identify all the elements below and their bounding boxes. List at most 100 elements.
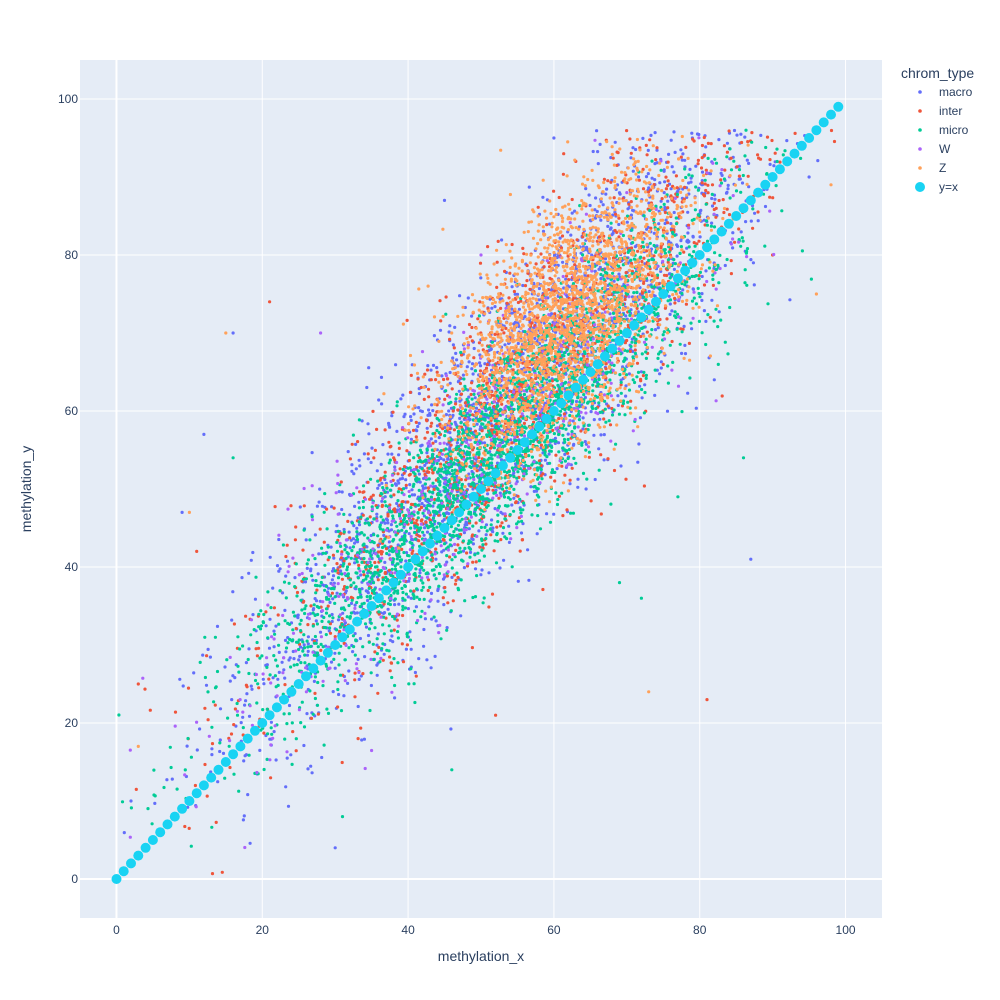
data-point (480, 429, 484, 433)
data-point (309, 764, 313, 768)
data-point (353, 678, 357, 682)
data-point (236, 635, 240, 639)
data-point (569, 511, 573, 515)
data-point (541, 472, 545, 476)
data-point (595, 129, 599, 133)
data-point (289, 665, 293, 669)
data-point (419, 385, 423, 390)
data-point (641, 136, 645, 140)
data-point (739, 244, 743, 248)
data-point (445, 574, 449, 578)
data-point (474, 521, 478, 525)
data-point (282, 580, 287, 584)
data-point (499, 538, 503, 542)
data-point (674, 216, 678, 220)
data-point (550, 468, 555, 472)
data-point (335, 524, 339, 528)
data-point (666, 221, 670, 225)
data-point (570, 466, 574, 470)
data-point (247, 714, 252, 718)
data-point (668, 312, 672, 316)
data-point (451, 599, 455, 603)
data-point (525, 279, 529, 283)
data-point (532, 489, 536, 493)
data-point (384, 517, 389, 521)
data-point (673, 301, 677, 305)
data-point (638, 416, 643, 420)
data-point (297, 658, 301, 662)
data-point (312, 603, 316, 607)
data-point (617, 272, 621, 276)
data-point (433, 519, 437, 524)
data-point (328, 614, 332, 618)
data-point (479, 276, 483, 280)
data-point (696, 162, 700, 166)
data-point (732, 128, 737, 133)
data-point (726, 187, 730, 191)
data-point (484, 366, 489, 370)
data-point (684, 302, 689, 306)
data-point (618, 192, 622, 196)
data-point (484, 409, 488, 413)
data-point (664, 175, 668, 179)
data-point (203, 706, 207, 710)
data-point (396, 636, 400, 640)
data-point (624, 477, 628, 481)
data-point (268, 617, 272, 621)
data-point (507, 490, 511, 495)
data-point (631, 378, 635, 382)
data-point (348, 457, 352, 461)
data-point (653, 178, 657, 182)
data-point (788, 298, 792, 302)
data-point (770, 138, 774, 143)
data-point (452, 346, 456, 350)
data-point (683, 185, 687, 189)
data-point (630, 340, 634, 344)
data-point (696, 158, 701, 162)
data-point (510, 285, 514, 289)
data-point (418, 534, 422, 538)
data-point (409, 502, 414, 506)
data-point (230, 698, 234, 702)
data-point (594, 196, 598, 200)
data-point (360, 419, 364, 423)
data-point (282, 668, 286, 672)
data-point (448, 431, 452, 435)
data-point (709, 142, 713, 146)
data-point (358, 464, 362, 468)
data-point (409, 418, 413, 422)
data-point (341, 611, 345, 615)
data-point (482, 458, 486, 462)
data-point (624, 394, 628, 398)
data-point (381, 518, 385, 522)
data-point (368, 515, 372, 519)
data-point (264, 624, 268, 628)
data-point (340, 507, 344, 512)
data-point (467, 527, 471, 531)
data-point (300, 608, 304, 612)
data-point (251, 613, 255, 617)
data-point (424, 520, 428, 524)
data-point (294, 749, 298, 753)
data-point (673, 296, 677, 300)
data-point (498, 566, 502, 570)
data-point (409, 415, 413, 419)
data-point (467, 395, 471, 399)
data-point (691, 287, 696, 291)
data-point (624, 314, 628, 318)
data-point (413, 530, 417, 535)
data-point (561, 260, 565, 264)
data-point (369, 621, 373, 625)
data-point (338, 565, 342, 569)
data-point (485, 363, 489, 367)
data-point (304, 538, 308, 542)
data-point (248, 841, 252, 845)
data-point (463, 305, 467, 310)
data-point (694, 185, 698, 189)
data-point (336, 687, 340, 692)
data-point (670, 339, 674, 344)
data-point (423, 526, 427, 530)
data-point (690, 131, 694, 135)
data-point (422, 533, 426, 537)
data-point (304, 577, 308, 581)
